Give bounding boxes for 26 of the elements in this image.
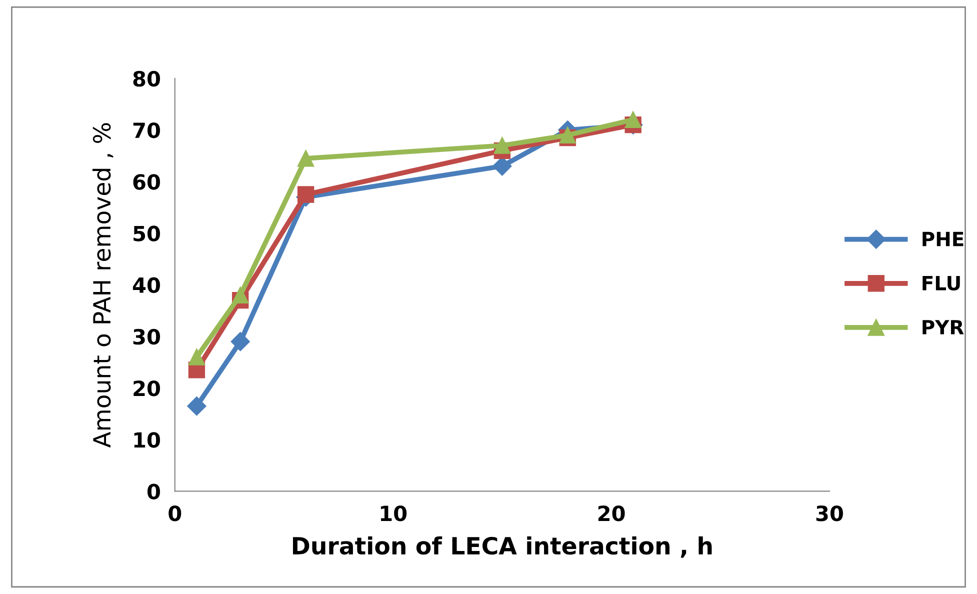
point xyxy=(187,396,206,416)
point xyxy=(230,332,250,352)
point xyxy=(624,111,642,128)
point xyxy=(188,348,206,366)
y-tick-label: 20 xyxy=(134,380,160,396)
y-tick-label: 10 xyxy=(134,432,160,448)
y-tick-label: 70 xyxy=(133,122,160,138)
point xyxy=(232,286,249,304)
y-axis-title: Amount o PAH removed , % xyxy=(92,123,114,448)
x-tick-label: 0 xyxy=(168,505,182,522)
legend-label: PYR xyxy=(922,320,964,334)
point xyxy=(297,150,314,167)
point xyxy=(297,186,314,203)
y-tick-label: 50 xyxy=(134,226,160,242)
x-tick-label: 30 xyxy=(816,505,843,522)
legend-label: FLU xyxy=(922,276,960,290)
x-tick-label: 20 xyxy=(598,505,625,522)
y-tick-label: 40 xyxy=(132,277,160,294)
y-tick-label: 80 xyxy=(133,70,160,87)
y-tick-label: 30 xyxy=(133,328,160,345)
x-axis-title: Duration of LECA interaction , h xyxy=(292,536,712,558)
point xyxy=(494,137,511,154)
y-tick-label: 0 xyxy=(147,484,160,500)
legend-label: PHE xyxy=(922,232,964,246)
x-tick-label: 10 xyxy=(380,505,407,522)
y-tick-label: 60 xyxy=(133,174,160,190)
